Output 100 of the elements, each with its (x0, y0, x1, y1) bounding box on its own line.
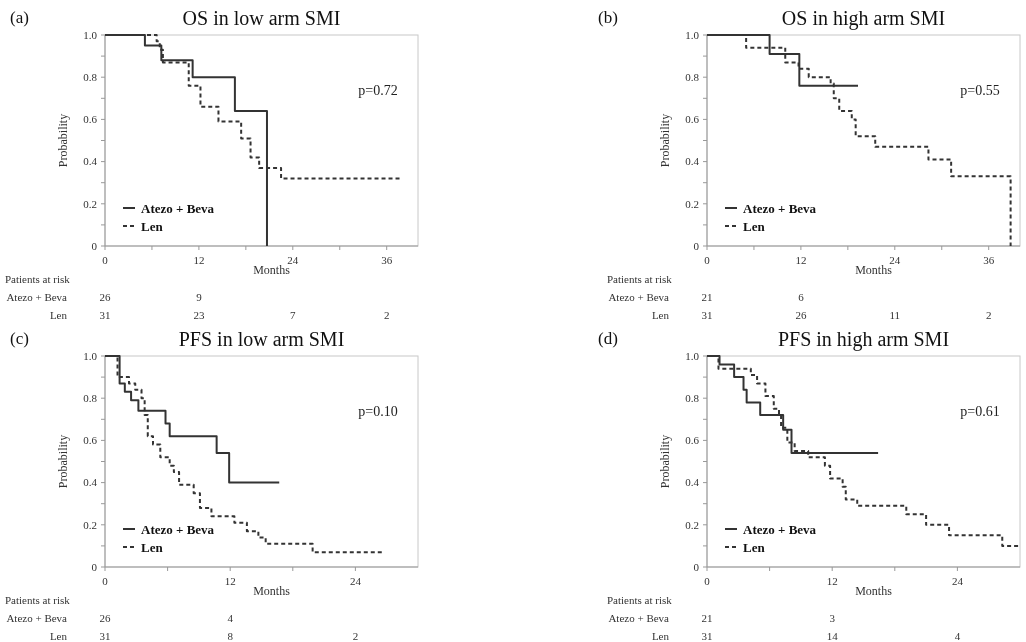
y-tick-label: 1.0 (685, 349, 700, 362)
text: 21 (701, 291, 713, 303)
chart-title: OS in high arm SMI (781, 7, 946, 30)
text: Len (49, 630, 67, 642)
legend-label: Len (743, 539, 766, 555)
y-tick-label: 1.0 (83, 349, 98, 362)
text: 23 (193, 309, 205, 321)
x-axis-title: Months (253, 584, 291, 598)
text: Atezo + Beva (608, 612, 669, 624)
text: 31 (701, 309, 713, 321)
legend-label: Atezo + Beva (141, 521, 215, 537)
text: Patients at risk (607, 594, 673, 606)
text: 31 (701, 630, 713, 642)
text: 11 (889, 309, 901, 321)
text: 14 (826, 630, 839, 642)
y-tick-label: 0.4 (685, 476, 700, 489)
x-axis-title: Months (855, 263, 893, 277)
x-tick-label: 12 (795, 254, 807, 266)
x-tick-label: 24 (287, 254, 299, 266)
legend-label: Atezo + Beva (743, 200, 817, 216)
y-tick-label: 0.8 (83, 392, 98, 405)
y-axis-title: Probability (658, 113, 672, 168)
chart-title: OS in low arm SMI (182, 7, 341, 29)
text: 2 (985, 309, 992, 321)
y-tick-label: 0.8 (685, 71, 700, 84)
text: Patients at risk (5, 594, 71, 606)
text: (a) (10, 8, 29, 27)
x-tick-label: 0 (704, 254, 711, 266)
legend-label: Len (141, 539, 164, 555)
legend-label: Len (743, 218, 766, 234)
text: Atezo + Beva (608, 291, 669, 303)
text: 4 (954, 630, 961, 642)
y-tick-label: 0.4 (685, 155, 700, 168)
text: 7 (290, 309, 297, 321)
x-tick-label: 0 (102, 575, 109, 587)
text: 3 (829, 612, 836, 624)
x-tick-label: 24 (889, 254, 901, 266)
y-tick-label: 0.2 (83, 518, 97, 531)
annotation: p=0.72 (358, 83, 398, 98)
y-tick-label: 0.6 (685, 434, 700, 447)
text: Len (651, 309, 669, 321)
annotation: p=0.10 (358, 404, 398, 419)
y-tick-label: 0.2 (83, 197, 97, 210)
text: 26 (99, 291, 111, 303)
y-axis-title: Probability (56, 113, 70, 168)
y-tick-label: 0 (693, 239, 700, 252)
text: (c) (10, 329, 29, 348)
chart-title: PFS in high arm SMI (777, 328, 950, 351)
text: Len (651, 630, 669, 642)
x-tick-label: 36 (983, 254, 995, 266)
legend-label: Atezo + Beva (141, 200, 215, 216)
y-tick-label: 0.4 (83, 476, 98, 489)
text: 4 (227, 612, 234, 624)
y-tick-label: 0.6 (83, 113, 98, 126)
y-tick-label: 1.0 (685, 28, 700, 41)
text: 9 (196, 291, 203, 303)
x-tick-label: 12 (193, 254, 205, 266)
text: 26 (99, 612, 111, 624)
x-tick-label: 0 (102, 254, 109, 266)
x-axis-title: Months (855, 584, 893, 598)
y-tick-label: 0.2 (685, 518, 699, 531)
legend-label: Atezo + Beva (743, 521, 817, 537)
text: Patients at risk (5, 273, 71, 285)
y-tick-label: 0.4 (83, 155, 98, 168)
x-axis-title: Months (253, 263, 291, 277)
text: 31 (99, 630, 111, 642)
annotation: p=0.61 (960, 404, 1000, 419)
y-tick-label: 0 (91, 239, 98, 252)
y-axis-title: Probability (658, 434, 672, 489)
legend-label: Len (141, 218, 164, 234)
y-tick-label: 0.8 (83, 71, 98, 84)
text: Atezo + Beva (6, 612, 67, 624)
y-tick-label: 0 (91, 560, 98, 573)
x-tick-label: 12 (224, 575, 236, 587)
y-axis-title: Probability (56, 434, 70, 489)
text: 8 (227, 630, 234, 642)
text: (d) (598, 329, 618, 348)
x-tick-label: 0 (704, 575, 711, 587)
text: Atezo + Beva (6, 291, 67, 303)
x-tick-label: 12 (826, 575, 838, 587)
text: Patients at risk (607, 273, 673, 285)
x-tick-label: 24 (349, 575, 362, 587)
y-tick-label: 1.0 (83, 28, 98, 41)
y-tick-label: 0.6 (685, 113, 700, 126)
text: 2 (383, 309, 390, 321)
text: Len (49, 309, 67, 321)
text: 2 (352, 630, 359, 642)
text: (b) (598, 8, 618, 27)
text: 31 (99, 309, 111, 321)
chart-title: PFS in low arm SMI (178, 328, 345, 350)
text: 26 (795, 309, 807, 321)
y-tick-label: 0.6 (83, 434, 98, 447)
y-tick-label: 0 (693, 560, 700, 573)
x-tick-label: 36 (381, 254, 393, 266)
text: 6 (798, 291, 805, 303)
annotation: p=0.55 (960, 83, 1000, 98)
x-tick-label: 24 (951, 575, 964, 587)
y-tick-label: 0.2 (685, 197, 699, 210)
y-tick-label: 0.8 (685, 392, 700, 405)
text: 21 (701, 612, 713, 624)
